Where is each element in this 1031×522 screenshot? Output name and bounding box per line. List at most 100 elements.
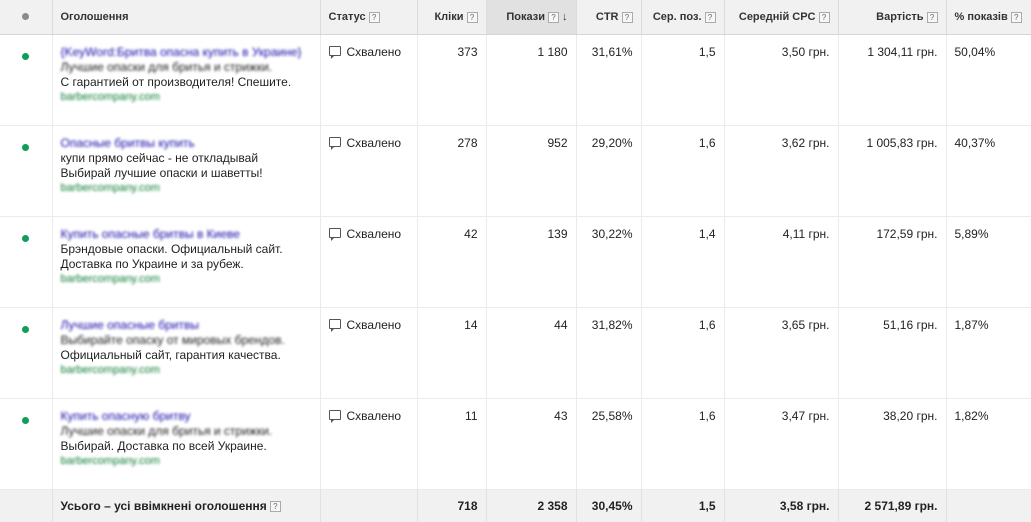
speech-bubble-icon[interactable] [329, 137, 341, 147]
status-cell: Схвалено [320, 399, 417, 490]
impressions-value: 1 180 [486, 35, 576, 126]
ad-headline-link[interactable]: Купить опасные бритвы в Киеве [61, 227, 312, 242]
total-label: Усього – усі ввімкнені оголошення [61, 499, 267, 513]
ad-cell: Купить опасные бритвы в Киеве Брэндовые … [52, 217, 320, 308]
ctr-value: 25,58% [576, 399, 641, 490]
enabled-cell[interactable] [0, 217, 52, 308]
ad-cell: {KeyWord:Бритва опасна купить в Украине}… [52, 35, 320, 126]
clicks-value: 373 [417, 35, 486, 126]
column-header-clicks-label: Кліки [434, 11, 463, 23]
ad-description-line-2: Доставка по Украине и за рубеж. [61, 257, 312, 272]
avg-pos-value: 1,5 [641, 35, 724, 126]
column-header-status[interactable]: Статус? [320, 0, 417, 35]
help-icon[interactable]: ? [548, 12, 559, 23]
help-icon[interactable]: ? [705, 12, 716, 23]
ad-description-line-2: Выбирай лучшие опаски и шаветты! [61, 166, 312, 181]
total-impressions: 2 358 [486, 490, 576, 522]
clicks-value: 42 [417, 217, 486, 308]
column-header-ad[interactable]: Оголошення [52, 0, 320, 35]
column-header-impressions[interactable]: Покази?↓ [486, 0, 576, 35]
ad-cell: Лучшие опасные бритвы Выбирайте опаску о… [52, 308, 320, 399]
speech-bubble-icon[interactable] [329, 410, 341, 420]
column-status-dot[interactable] [0, 0, 52, 35]
enabled-cell[interactable] [0, 126, 52, 217]
column-header-avg-pos[interactable]: Сер. поз.? [641, 0, 724, 35]
ad-headline-link[interactable]: {KeyWord:Бритва опасна купить в Украине} [61, 45, 312, 60]
total-dot-cell [0, 490, 52, 522]
ad-headline-link[interactable]: Лучшие опасные бритвы [61, 318, 312, 333]
avg-cpc-value: 4,11 грн. [724, 217, 838, 308]
total-label-cell: Усього – усі ввімкнені оголошення? [52, 490, 320, 522]
table-header-row: Оголошення Статус? Кліки? Покази?↓ CTR? … [0, 0, 1031, 35]
column-header-clicks[interactable]: Кліки? [417, 0, 486, 35]
help-icon[interactable]: ? [819, 12, 830, 23]
avg-pos-value: 1,6 [641, 126, 724, 217]
enabled-dot-icon [22, 417, 29, 424]
ad-cell: Опасные бритвы купить купи прямо сейчас … [52, 126, 320, 217]
enabled-dot-icon [22, 235, 29, 242]
avg-cpc-value: 3,47 грн. [724, 399, 838, 490]
clicks-value: 14 [417, 308, 486, 399]
status-cell: Схвалено [320, 126, 417, 217]
help-icon[interactable]: ? [1011, 12, 1022, 23]
sort-descending-icon: ↓ [562, 11, 568, 23]
enabled-cell[interactable] [0, 399, 52, 490]
clicks-value: 11 [417, 399, 486, 490]
status-text: Схвалено [347, 45, 402, 59]
status-text: Схвалено [347, 227, 402, 241]
column-header-cost-label: Вартість [876, 11, 923, 23]
column-header-ctr[interactable]: CTR? [576, 0, 641, 35]
speech-bubble-icon[interactable] [329, 319, 341, 329]
table-row: Купить опасные бритвы в Киеве Брэндовые … [0, 217, 1031, 308]
ad-description-line-2: С гарантией от производителя! Спешите. [61, 75, 312, 90]
impressions-value: 44 [486, 308, 576, 399]
total-status-cell [320, 490, 417, 522]
speech-bubble-icon[interactable] [329, 46, 341, 56]
total-cost: 2 571,89 грн. [838, 490, 946, 522]
ad-description-line-2: Официальный сайт, гарантия качества. [61, 348, 312, 363]
cost-value: 172,59 грн. [838, 217, 946, 308]
ad-headline-link[interactable]: Купить опасную бритву [61, 409, 312, 424]
enabled-dot-icon [22, 53, 29, 60]
column-header-status-label: Статус [329, 11, 366, 23]
avg-pos-value: 1,4 [641, 217, 724, 308]
impr-share-value: 50,04% [946, 35, 1031, 126]
column-header-impr-share-label: % показів [955, 11, 1008, 23]
status-cell: Схвалено [320, 308, 417, 399]
help-icon[interactable]: ? [622, 12, 633, 23]
help-icon[interactable]: ? [927, 12, 938, 23]
total-ctr: 30,45% [576, 490, 641, 522]
ad-headline-link[interactable]: Опасные бритвы купить [61, 136, 312, 151]
column-header-avg-cpc[interactable]: Середній CPC? [724, 0, 838, 35]
ctr-value: 31,82% [576, 308, 641, 399]
status-text: Схвалено [347, 409, 402, 423]
ad-display-url: barbercompany.com [61, 90, 312, 105]
ad-description-line-2: Выбирай. Доставка по всей Украине. [61, 439, 312, 454]
help-icon[interactable]: ? [467, 12, 478, 23]
enabled-cell[interactable] [0, 308, 52, 399]
total-row: Усього – усі ввімкнені оголошення? 718 2… [0, 490, 1031, 522]
avg-cpc-value: 3,65 грн. [724, 308, 838, 399]
column-header-cost[interactable]: Вартість? [838, 0, 946, 35]
impr-share-value: 5,89% [946, 217, 1031, 308]
ad-description-line-1: Брэндовые опаски. Официальный сайт. [61, 242, 312, 257]
enabled-dot-icon [22, 326, 29, 333]
ad-description-line-1: Выбирайте опаску от мировых брендов. [61, 333, 312, 348]
help-icon[interactable]: ? [270, 501, 281, 512]
impr-share-value: 40,37% [946, 126, 1031, 217]
ad-display-url: barbercompany.com [61, 454, 312, 469]
speech-bubble-icon[interactable] [329, 228, 341, 238]
enabled-cell[interactable] [0, 35, 52, 126]
ad-description-line-1: Лучшие опаски для бритья и стрижки. [61, 424, 312, 439]
column-header-avg-cpc-label: Середній CPC [739, 11, 816, 23]
impr-share-value: 1,82% [946, 399, 1031, 490]
total-impr-share [946, 490, 1031, 522]
table-row: Лучшие опасные бритвы Выбирайте опаску о… [0, 308, 1031, 399]
status-text: Схвалено [347, 318, 402, 332]
ad-cell: Купить опасную бритву Лучшие опаски для … [52, 399, 320, 490]
avg-cpc-value: 3,50 грн. [724, 35, 838, 126]
column-header-impr-share[interactable]: % показів? [946, 0, 1031, 35]
impressions-value: 139 [486, 217, 576, 308]
help-icon[interactable]: ? [369, 12, 380, 23]
